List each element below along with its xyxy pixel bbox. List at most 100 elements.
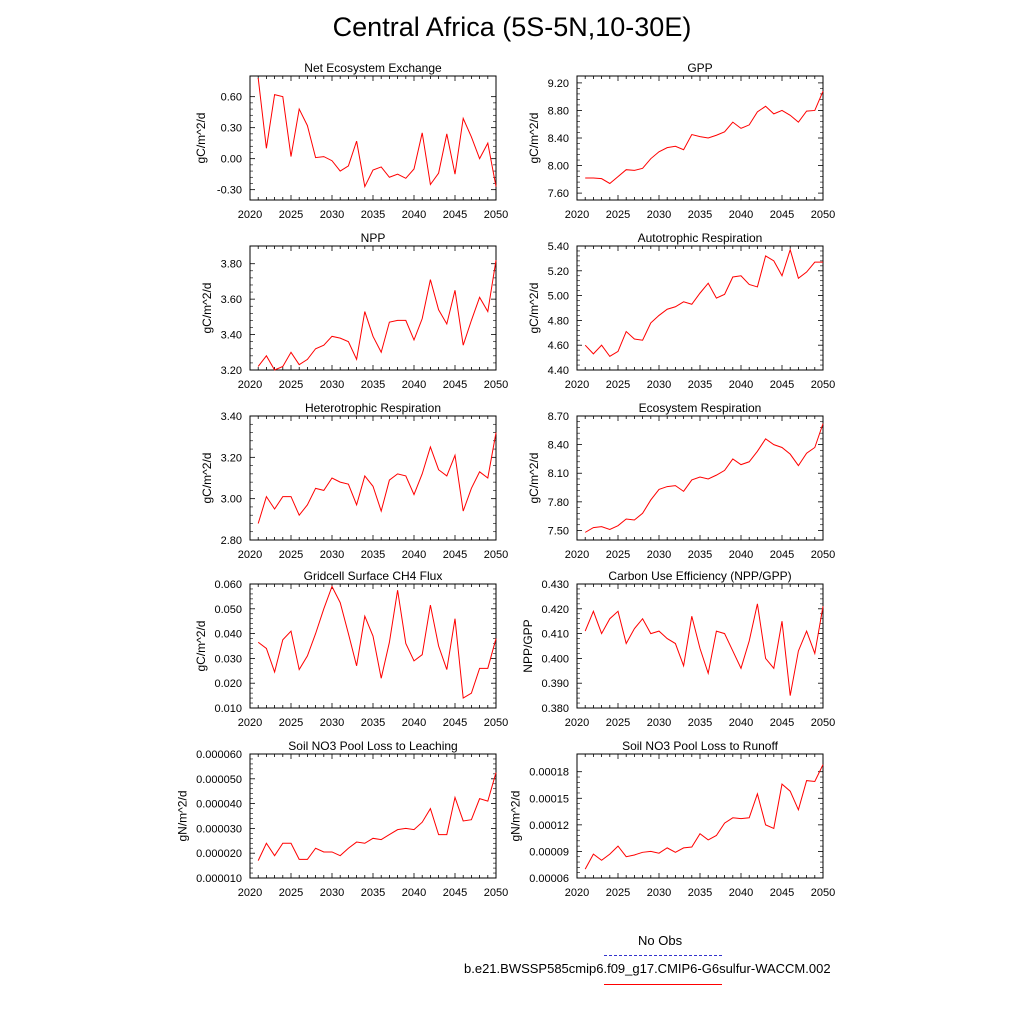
x-tick-label: 2020 [238,549,262,561]
x-tick-label: 2045 [770,717,794,729]
x-tick-label: 2025 [606,717,630,729]
figure-title: Central Africa (5S-5N,10-30E) [332,12,692,42]
x-tick-label: 2040 [402,887,426,899]
x-tick-label: 2030 [647,549,671,561]
y-tick-label: 0.000010 [196,873,242,885]
x-tick-label: 2035 [688,887,712,899]
x-tick-label: 2030 [647,209,671,221]
y-tick-label: 8.10 [548,468,569,480]
x-tick-label: 2025 [606,209,630,221]
x-tick-label: 2020 [238,717,262,729]
plot-frame [576,583,824,709]
x-tick-label: 2035 [688,549,712,561]
y-tick-label: 0.380 [541,703,569,715]
x-tick-label: 2050 [811,717,835,729]
x-tick-label: 2035 [361,549,385,561]
y-tick-label: 7.50 [548,525,569,537]
x-tick-label: 2030 [647,379,671,391]
y-tick-label: 0.00 [221,154,242,166]
plot-frame [576,75,824,201]
y-axis-label: gC/m^2/d [194,621,208,672]
series-line [257,432,497,524]
series-line [257,260,497,371]
x-tick-label: 2020 [565,379,589,391]
y-tick-label: 0.00006 [529,873,569,885]
chart-gridcell-surface-ch4-flux: 2020 2025 2030 2035 2040 2045 2050 0.010 0.020 0.… [194,569,508,729]
x-tick-label: 2030 [320,549,344,561]
x-tick-label: 2025 [606,379,630,391]
y-tick-label: 4.60 [548,340,569,352]
x-tick-label: 2020 [238,887,262,899]
y-tick-label: 0.60 [221,92,242,104]
x-tick-label: 2040 [402,717,426,729]
plot-frame [249,245,497,371]
x-tick-label: 2045 [443,549,467,561]
chart-title: Ecosystem Respiration [639,401,762,415]
chart-title: Net Ecosystem Exchange [304,61,442,75]
x-tick-label: 2035 [688,717,712,729]
chart-title: NPP [361,231,386,245]
y-tick-label: 8.40 [548,133,569,145]
y-tick-label: 0.050 [214,604,242,616]
y-tick-label: 4.40 [548,365,569,377]
x-tick-label: 2035 [361,717,385,729]
y-tick-label: 0.000040 [196,799,242,811]
chart-title: GPP [687,61,712,75]
plot-frame [249,415,497,541]
x-tick-label: 2050 [811,379,835,391]
x-tick-label: 2045 [770,209,794,221]
chart-heterotrophic-respiration: 2020 2025 2030 2035 2040 2045 2050 2.80 3.00 3.20… [200,401,508,561]
x-tick-label: 2020 [238,379,262,391]
chart-soil-no3-pool-loss-to-leaching: 2020 2025 2030 2035 2040 2045 2050 0.000010 0.00… [175,739,508,899]
chart-ecosystem-respiration: 2020 2025 2030 2035 2040 2045 2050 7.50 7.80 8.10… [527,401,835,561]
x-tick-label: 2040 [402,209,426,221]
x-tick-label: 2025 [279,887,303,899]
y-tick-label: 3.20 [221,365,242,377]
y-tick-label: 0.00015 [529,793,569,805]
plot-frame [576,415,824,541]
x-tick-label: 2050 [811,549,835,561]
x-tick-label: 2050 [484,379,508,391]
x-tick-label: 2020 [238,209,262,221]
y-tick-label: 7.60 [548,188,569,200]
y-tick-label: 0.010 [214,703,242,715]
x-tick-label: 2025 [606,549,630,561]
x-tick-label: 2050 [484,717,508,729]
x-tick-label: 2050 [484,887,508,899]
y-tick-label: 0.430 [541,579,569,591]
chart-title: Gridcell Surface CH4 Flux [304,569,443,583]
chart-title: Heterotrophic Respiration [305,401,441,415]
y-tick-label: -0.30 [217,185,242,197]
x-tick-label: 2030 [320,379,344,391]
y-tick-label: 0.030 [214,653,242,665]
chart-gpp: 2020 2025 2030 2035 2040 2045 2050 7.60 8.00 8.40… [527,61,835,221]
series-line [257,78,497,189]
y-tick-label: 3.40 [221,411,242,423]
x-tick-label: 2040 [402,549,426,561]
x-tick-label: 2035 [361,209,385,221]
series-line [257,585,497,699]
y-tick-label: 0.390 [541,678,569,690]
x-tick-label: 2045 [770,549,794,561]
series-line [584,247,823,358]
y-tick-label: 0.060 [214,579,242,591]
y-axis-label: NPP/GPP [521,619,535,672]
y-axis-label: gN/m^2/d [509,791,523,842]
y-tick-label: 0.000050 [196,774,242,786]
y-axis-label: gC/m^2/d [200,283,214,334]
x-tick-label: 2050 [484,209,508,221]
x-tick-label: 2045 [770,379,794,391]
x-tick-label: 2050 [811,887,835,899]
y-tick-label: 8.70 [548,411,569,423]
y-tick-label: 0.020 [214,678,242,690]
x-tick-label: 2040 [402,379,426,391]
x-tick-label: 2040 [729,549,753,561]
x-tick-label: 2040 [729,717,753,729]
x-tick-label: 2035 [361,887,385,899]
x-tick-label: 2020 [565,887,589,899]
x-tick-label: 2025 [279,717,303,729]
chart-title: Soil NO3 Pool Loss to Runoff [622,739,779,753]
y-tick-label: 0.00012 [529,820,569,832]
y-axis-label: gC/m^2/d [527,283,541,334]
series-line [585,90,824,185]
